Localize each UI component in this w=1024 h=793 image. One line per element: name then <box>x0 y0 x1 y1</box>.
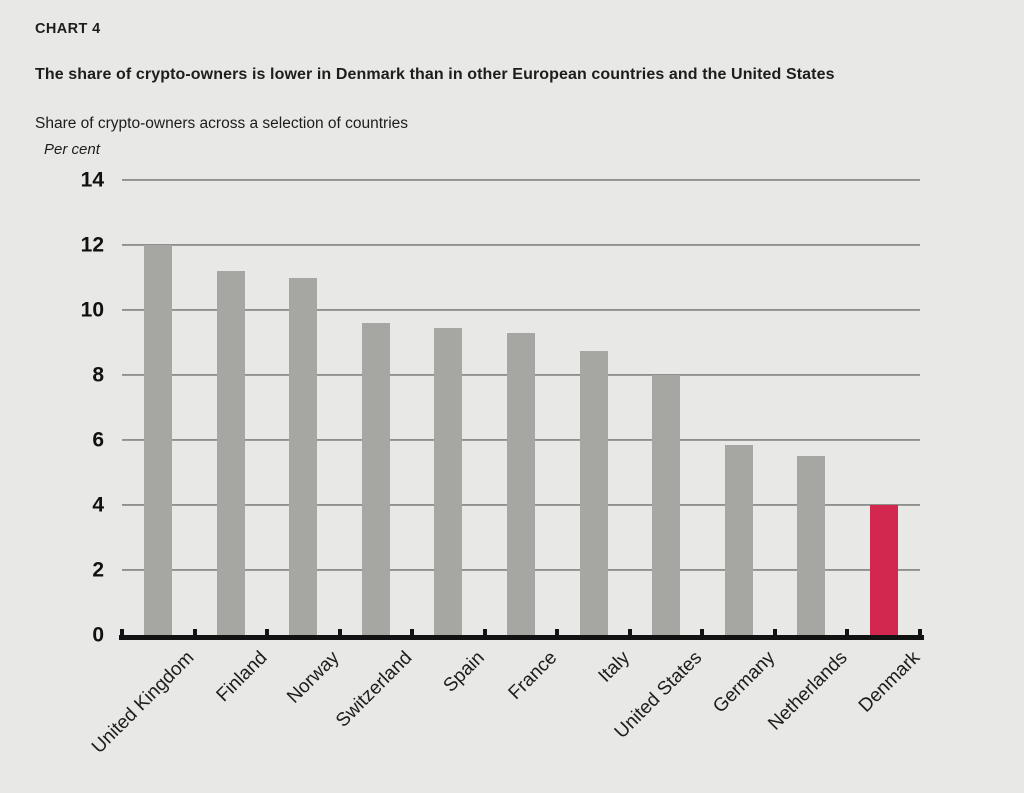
x-axis-tick-mark <box>410 629 415 640</box>
y-axis-tick-label: 6 <box>92 428 104 452</box>
x-axis-label-united-kingdom: United Kingdom <box>87 647 199 758</box>
x-axis-label-switzerland: Switzerland <box>331 647 417 732</box>
bar-france <box>507 332 535 635</box>
bar-united-kingdom <box>144 245 173 635</box>
chart-title: The share of crypto-owners is lower in D… <box>35 66 835 83</box>
bar-united-states <box>652 375 681 635</box>
x-axis-tick-mark <box>555 629 560 640</box>
bar-chart-plot-area: 0 2 4 6 8 10 12 14 United Kingdom Finland Norway Sw… <box>81 170 924 758</box>
bar-italy <box>579 350 608 635</box>
x-axis-label-denmark: Denmark <box>854 647 924 717</box>
x-axis-label-germany: Germany <box>708 647 779 718</box>
y-axis-tick-label: 10 <box>80 298 104 322</box>
bar-switzerland <box>361 323 390 635</box>
x-axis-label-italy: Italy <box>594 647 634 687</box>
x-axis-tick-mark <box>337 629 342 640</box>
x-axis-label-finland: Finland <box>212 647 271 707</box>
y-axis-tick-label: 14 <box>80 168 104 192</box>
x-axis-tick-mark <box>482 629 487 640</box>
x-axis-tick-mark <box>772 629 777 640</box>
y-axis-tick-label: 4 <box>92 493 104 517</box>
x-axis-label-spain: Spain <box>439 647 489 697</box>
chart-number-label: CHART 4 <box>35 21 101 37</box>
bar-germany <box>724 444 753 635</box>
x-axis-line <box>119 635 924 640</box>
bar-norway <box>289 277 318 635</box>
x-axis-tick-mark <box>120 629 124 640</box>
x-axis-tick-mark <box>192 629 197 640</box>
y-axis-tick-label: 8 <box>92 363 104 387</box>
x-axis-tick-mark <box>845 629 850 640</box>
bar-spain <box>434 327 463 635</box>
gridline-y-12 <box>122 244 920 246</box>
x-axis-label-norway: Norway <box>283 647 344 708</box>
chart-subtitle: Share of crypto-owners across a selectio… <box>35 115 409 132</box>
x-axis-tick-mark <box>700 629 705 640</box>
y-axis-unit-label: Per cent <box>44 141 100 158</box>
bar-netherlands <box>797 456 826 635</box>
x-axis-tick-mark <box>265 629 270 640</box>
y-axis-tick-label: 0 <box>92 623 104 647</box>
x-axis-tick-mark <box>627 629 632 640</box>
x-axis-label-france: France <box>504 647 562 704</box>
bar-finland <box>216 271 245 635</box>
x-axis-tick-mark <box>918 629 922 640</box>
y-axis-tick-label: 2 <box>92 558 104 582</box>
y-axis-tick-label: 12 <box>80 233 104 257</box>
gridline-y-14 <box>122 179 920 181</box>
bar-denmark <box>869 505 898 635</box>
gridline-y-10 <box>122 309 920 311</box>
